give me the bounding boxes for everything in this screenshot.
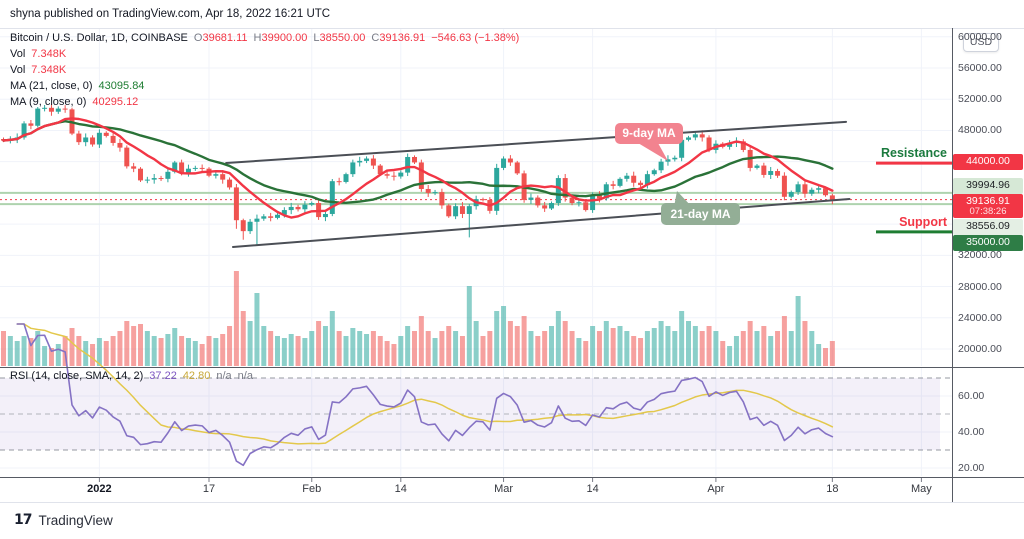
vol-value: 7.348K — [31, 64, 67, 76]
rsi-na: n/a — [216, 370, 232, 382]
price-tick-label: 60000.00 — [958, 30, 1002, 43]
ma21-value: 43095.84 — [98, 80, 145, 92]
ohlc-low: L38550.00 — [313, 32, 366, 44]
countdown-timer: 07:38:26 — [969, 206, 1007, 218]
price-tick-label: 28000.00 — [958, 280, 1002, 293]
ohlc-high: H39900.00 — [253, 32, 308, 44]
ohlc-change: −546.63 (−1.38%) — [431, 32, 520, 44]
time-tick-label: 14 — [586, 483, 599, 495]
vol-label: Vol — [10, 48, 26, 60]
symbol-title: Bitcoin / U.S. Dollar, 1D, COINBASE — [10, 32, 188, 44]
time-tick-label: 2022 — [87, 483, 112, 495]
vol-label: Vol — [10, 64, 26, 76]
price-tick-label: 20000.00 — [958, 343, 1002, 355]
rsi-title: RSI (14, close, SMA, 14, 2) — [10, 370, 144, 382]
time-tick-label: May — [911, 483, 932, 495]
time-tick-label: Feb — [302, 483, 322, 495]
symbol-legend-row: Bitcoin / U.S. Dollar, 1D, COINBASE O396… — [10, 31, 519, 45]
vol-value: 7.348K — [31, 48, 67, 60]
price-tick-label: 32000.00 — [958, 249, 1002, 262]
time-tick-label: 18 — [826, 483, 839, 495]
ohlc-open: O39681.11 — [193, 32, 248, 44]
usd-currency-button[interactable]: USD — [963, 33, 999, 52]
rsi-tick-label: 20.00 — [958, 462, 985, 474]
price-tick-label: 24000.00 — [958, 311, 1002, 324]
ohlc-close: C39136.91 — [371, 32, 426, 44]
time-tick-label: Mar — [494, 483, 514, 495]
price-axis-badge: 39994.96 — [953, 177, 1023, 194]
footer: 17 TradingView — [14, 512, 113, 528]
ma9-value: 40295.12 — [92, 96, 139, 108]
rsi-na: n/a — [237, 370, 253, 382]
resistance-label: Resistance — [880, 146, 947, 160]
price-axis-badge: 44000.00 — [953, 153, 1023, 170]
ma9-callout: 9-day MA — [615, 123, 683, 144]
tradingview-logo-icon: 17 — [14, 512, 33, 528]
ma21-legend-row: MA (21, close, 0) 43095.84 — [10, 79, 144, 93]
time-tick-label: 17 — [202, 483, 216, 495]
publish-header: shyna published on TradingView.com, Apr … — [10, 8, 331, 20]
time-tick-label: 14 — [394, 483, 407, 495]
ma21-label: MA (21, close, 0) — [10, 80, 93, 92]
price-axis-badge: 35000.00 — [953, 235, 1023, 252]
time-tick-label: Apr — [707, 483, 725, 495]
rsi-sma-value: 42.80 — [182, 370, 211, 382]
rsi-legend-row: RSI (14, close, SMA, 14, 2) 37.22 42.80 … — [10, 370, 253, 382]
price-tick-label: 56000.00 — [958, 62, 1002, 74]
ma9-legend-row: MA (9, close, 0) 40295.12 — [10, 95, 138, 109]
price-tick-label: 48000.00 — [958, 124, 1002, 137]
volume-legend-row-2: Vol 7.348K — [10, 63, 66, 77]
ma21-callout: 21-day MA — [661, 203, 740, 225]
price-axis-badge: 38556.09 — [953, 218, 1023, 235]
rsi-tick-label: 40.00 — [958, 426, 985, 438]
volume-legend-row: Vol 7.348K — [10, 47, 66, 61]
price-tick-label: 52000.00 — [958, 93, 1002, 106]
rsi-value: 37.22 — [149, 370, 177, 382]
rsi-tick-label: 60.00 — [958, 390, 985, 402]
brand-name: TradingView — [38, 512, 113, 528]
ma9-label: MA (9, close, 0) — [10, 96, 87, 108]
support-label: Support — [899, 215, 947, 229]
price-axis-badge: 39136.91 07:38:26 — [953, 194, 1023, 219]
